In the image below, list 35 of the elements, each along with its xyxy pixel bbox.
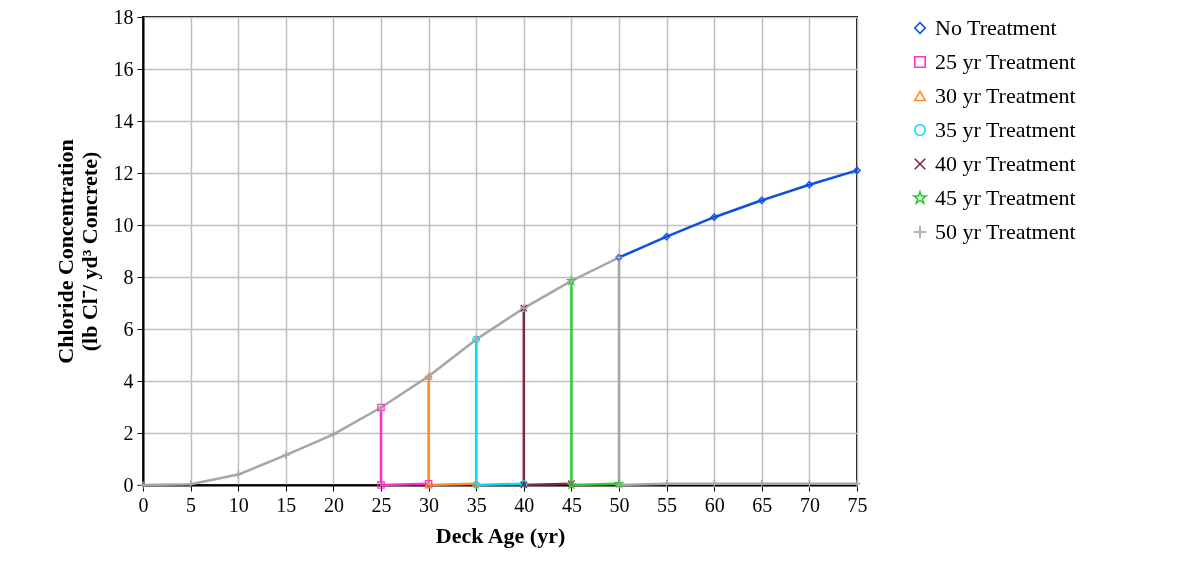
y-tick-label: 0 (123, 473, 134, 496)
y-tick-label: 6 (123, 317, 134, 340)
y-axis-title: Chloride Concentration (lb Cl⁻/ yd³ Concrete) (52, 139, 102, 364)
y-tick-label: 16 (113, 57, 134, 80)
x-tick-label: 40 (514, 493, 535, 516)
y-tick-label: 18 (113, 5, 134, 28)
x-tick-label: 75 (847, 493, 868, 516)
x-tick-label: 10 (228, 493, 249, 516)
y-tick-label: 12 (113, 161, 134, 184)
x-tick-label: 35 (466, 493, 487, 516)
x-tick-label: 0 (138, 493, 149, 516)
x-tick-label: 5 (186, 493, 197, 516)
x-tick-label: 30 (419, 493, 440, 516)
legend-label: 45 yr Treatment (935, 185, 1076, 210)
x-tick-label: 25 (371, 493, 392, 516)
legend-label: 35 yr Treatment (935, 117, 1076, 142)
x-tick-label: 20 (323, 493, 344, 516)
legend-label: 40 yr Treatment (935, 151, 1076, 176)
x-tick-label: 45 (561, 493, 582, 516)
x-tick-label: 15 (276, 493, 297, 516)
y-tick-label: 2 (123, 421, 134, 444)
x-tick-label: 70 (799, 493, 820, 516)
legend-label: 50 yr Treatment (935, 219, 1076, 244)
x-tick-label: 65 (752, 493, 773, 516)
x-axis-title: Deck Age (yr) (435, 522, 566, 548)
y-tick-label: 8 (123, 265, 134, 288)
legend-label: 30 yr Treatment (935, 83, 1076, 108)
x-tick-label: 60 (704, 493, 725, 516)
legend-label: 25 yr Treatment (935, 49, 1076, 74)
x-tick-label: 50 (609, 493, 630, 516)
y-tick-label: 4 (123, 369, 134, 392)
y-tick-label: 10 (113, 213, 134, 236)
legend-label: No Treatment (935, 15, 1057, 40)
y-tick-label: 14 (113, 109, 134, 132)
x-tick-label: 55 (657, 493, 678, 516)
